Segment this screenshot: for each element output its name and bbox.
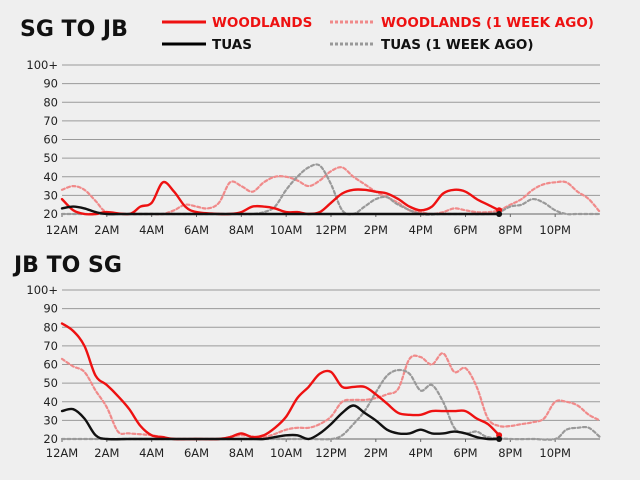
x-tick-label: 6AM: [184, 446, 209, 460]
y-tick-label: 50: [43, 151, 58, 165]
y-tick-label: 60: [43, 133, 58, 147]
y-tick-label: 70: [43, 114, 58, 128]
x-tick-label: 12AM: [46, 223, 78, 237]
chart-title-jb-to-sg: JB TO SG: [12, 253, 122, 278]
legend-label-woodlands-week-ago: WOODLANDS (1 WEEK AGO): [381, 15, 594, 31]
y-tick-label: 40: [43, 395, 58, 409]
series-line-tuas: [60, 404, 501, 441]
legend-label-tuas: TUAS: [212, 37, 252, 53]
y-tick-label: 80: [43, 320, 58, 334]
x-tick-label: 6AM: [184, 223, 209, 237]
x-tick-label: 12PM: [315, 446, 347, 460]
x-tick-label: 4AM: [139, 223, 164, 237]
x-tick-label: 8AM: [229, 223, 254, 237]
legend-label-woodlands: WOODLANDS: [212, 15, 312, 31]
x-tick-label: 2PM: [364, 223, 388, 237]
chart-sg-to-jb: 20 30 40 50 60 70 80 90 100+ 12AM 2AM 4AM 6AM 8AM 10AM…: [26, 58, 602, 237]
series-line-woodlands-1-week-ago: [60, 166, 602, 216]
x-tick-label: 8PM: [498, 446, 522, 460]
x-tick-label: 6PM: [453, 446, 477, 460]
x-tick-label: 8AM: [229, 446, 254, 460]
series-end-point: [496, 436, 503, 442]
y-tick-label: 60: [43, 358, 58, 372]
x-tick-label: 10AM: [270, 223, 302, 237]
y-tick-label: 20: [43, 432, 58, 446]
y-tick-label: 30: [43, 413, 58, 427]
y-tick-label: 90: [43, 302, 58, 316]
series-line-woodlands: [60, 322, 501, 441]
x-tick-label: 8PM: [498, 223, 522, 237]
chart-title-sg-to-jb: SG TO JB: [20, 17, 128, 42]
y-tick-label: 40: [43, 170, 58, 184]
x-tick-label: 4PM: [409, 223, 433, 237]
y-tick-label: 90: [43, 77, 58, 91]
x-tick-label: 12PM: [315, 223, 347, 237]
x-tick-label: 2AM: [94, 446, 119, 460]
x-tick-label: 2AM: [94, 223, 119, 237]
x-tick-label: 10PM: [539, 223, 571, 237]
series-line-woodlands-1-week-ago: [60, 352, 602, 441]
y-tick-label: 20: [43, 207, 58, 221]
series-end-point: [496, 211, 503, 217]
y-tick-label: 30: [43, 188, 58, 202]
chart-jb-to-sg: 20 30 40 50 60 70 80 90 100+ 12AM 2AM 4AM 6AM 8AM 10AM…: [26, 283, 602, 460]
y-tick-label: 70: [43, 339, 58, 353]
y-tick-label: 100+: [26, 283, 58, 297]
series-line-woodlands: [60, 180, 501, 216]
x-tick-label: 10PM: [539, 446, 571, 460]
series-line-tuas: [60, 205, 501, 216]
x-tick-label: 6PM: [453, 223, 477, 237]
x-tick-label: 2PM: [364, 446, 388, 460]
legend-label-tuas-week-ago: TUAS (1 WEEK AGO): [381, 37, 534, 53]
x-tick-label: 12AM: [46, 446, 78, 460]
y-tick-label: 100+: [26, 58, 58, 72]
legend: WOODLANDS WOODLANDS (1 WEEK AGO) TUAS TU…: [162, 15, 594, 53]
y-tick-label: 50: [43, 376, 58, 390]
x-tick-label: 10AM: [270, 446, 302, 460]
y-tick-label: 80: [43, 95, 58, 109]
x-tick-label: 4PM: [409, 446, 433, 460]
x-tick-label: 4AM: [139, 446, 164, 460]
